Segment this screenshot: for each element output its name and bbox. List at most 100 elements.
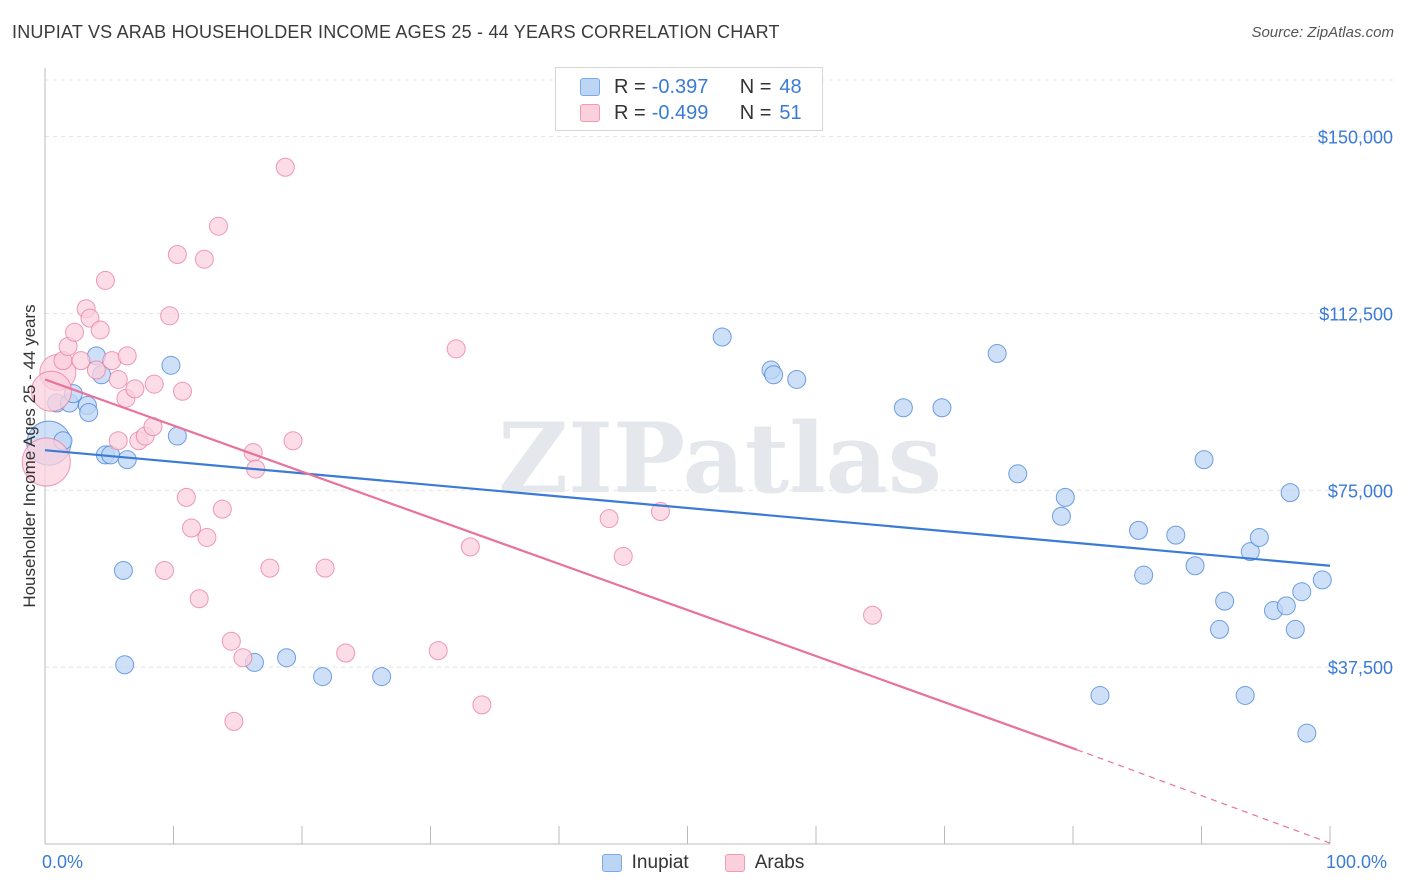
arabs-point bbox=[144, 374, 164, 394]
arabs-point bbox=[189, 589, 209, 609]
arabs-point bbox=[233, 648, 253, 668]
inupiat-point bbox=[372, 667, 392, 687]
arabs-point bbox=[212, 499, 232, 519]
n-value: 51 bbox=[779, 101, 802, 124]
inupiat-point bbox=[1276, 596, 1296, 616]
n-label: N = bbox=[739, 75, 772, 98]
arabs-point bbox=[315, 558, 335, 578]
arabs-point bbox=[172, 381, 192, 401]
arabs-trend-extension bbox=[1076, 749, 1331, 844]
arabs-point bbox=[176, 487, 196, 507]
y-axis-title: Householder Income Ages 25 - 44 years bbox=[20, 304, 39, 608]
trend-lines bbox=[44, 378, 1331, 844]
inupiat-point bbox=[1215, 591, 1235, 611]
inupiat-point bbox=[1055, 487, 1075, 507]
inupiat-point bbox=[893, 398, 913, 418]
source-label: Source: ZipAtlas.com bbox=[1251, 24, 1394, 41]
arabs-point bbox=[446, 339, 466, 359]
inupiat-point bbox=[1209, 619, 1229, 639]
inupiat-point bbox=[1292, 582, 1312, 602]
arabs-point bbox=[221, 631, 241, 651]
arabs-point bbox=[197, 527, 217, 547]
arabs-point bbox=[167, 244, 187, 264]
watermark: ZIPatlas bbox=[498, 402, 942, 515]
r-value: -0.499 bbox=[651, 101, 709, 124]
axes bbox=[44, 68, 1331, 845]
correlation-legend: R = -0.397 N = 48 R = -0.499 N = 51 bbox=[555, 67, 823, 131]
inupiat-point bbox=[787, 369, 807, 389]
grid-lines bbox=[45, 79, 1395, 668]
arabs-point bbox=[95, 270, 115, 290]
x-min-label: 0.0% bbox=[42, 852, 84, 872]
inupiat-point bbox=[313, 667, 333, 687]
y-tick-labels: $37,500 $75,000 $112,500 $150,000 bbox=[1318, 128, 1393, 679]
y-tick-label: $75,000 bbox=[1328, 481, 1393, 501]
inupiat-point bbox=[1008, 464, 1028, 484]
legend-item-inupiat: Inupiat bbox=[601, 852, 689, 874]
arabs-point bbox=[108, 369, 128, 389]
arabs-point bbox=[155, 560, 175, 580]
inupiat-point bbox=[161, 355, 181, 375]
inupiat-point bbox=[1051, 506, 1071, 526]
r-value: -0.397 bbox=[651, 75, 709, 98]
inupiat-point bbox=[1249, 527, 1269, 547]
inupiat-point bbox=[1090, 685, 1110, 705]
chart-title: INUPIAT VS ARAB HOUSEHOLDER INCOME AGES … bbox=[12, 22, 780, 42]
arabs-point bbox=[125, 379, 145, 399]
y-tick-label: $112,500 bbox=[1319, 304, 1393, 324]
arabs-trend-line bbox=[44, 378, 1078, 751]
arabs-point bbox=[336, 643, 356, 663]
arabs-point bbox=[208, 216, 228, 236]
inupiat-point bbox=[1285, 619, 1305, 639]
inupiat-point bbox=[1129, 520, 1149, 540]
inupiat-point bbox=[1235, 685, 1255, 705]
arabs-point bbox=[224, 711, 244, 731]
arabs-point bbox=[428, 641, 448, 661]
inupiat-point bbox=[764, 365, 784, 385]
arabs-point bbox=[86, 360, 106, 380]
data-points bbox=[21, 157, 1332, 743]
series-legend: Inupiat Arabs bbox=[0, 852, 1406, 874]
arabs-point bbox=[599, 509, 619, 529]
arabs-point bbox=[283, 431, 303, 451]
inupiat-point bbox=[1280, 483, 1300, 503]
inupiat-point bbox=[1134, 565, 1154, 585]
inupiat-point bbox=[1185, 556, 1205, 576]
arabs-point bbox=[472, 695, 492, 715]
arabs-point bbox=[613, 546, 633, 566]
legend-row-inupiat: R = -0.397 N = 48 bbox=[580, 75, 802, 99]
inupiat-point bbox=[1240, 542, 1260, 562]
arabs-point bbox=[194, 249, 214, 269]
y-tick-label: $150,000 bbox=[1318, 128, 1393, 148]
arabs-point bbox=[863, 605, 883, 625]
arabs-swatch bbox=[580, 104, 600, 122]
inupiat-point bbox=[113, 560, 133, 580]
inupiat-trend-line bbox=[44, 449, 1331, 567]
x-max-label: 100.0% bbox=[1326, 852, 1388, 872]
arabs-point bbox=[260, 558, 280, 578]
inupiat-point bbox=[712, 327, 732, 347]
arabs-point bbox=[275, 157, 295, 177]
arabs-point bbox=[21, 437, 71, 487]
inupiat-point bbox=[1166, 525, 1186, 545]
inupiat-point bbox=[117, 450, 137, 470]
legend-row-arabs: R = -0.499 N = 51 bbox=[580, 101, 802, 125]
arabs-point bbox=[90, 320, 110, 340]
n-label: N = bbox=[739, 101, 772, 124]
arabs-point bbox=[117, 346, 137, 366]
arabs-legend-swatch bbox=[724, 854, 745, 872]
arabs-legend-label: Arabs bbox=[754, 852, 805, 873]
inupiat-legend-label: Inupiat bbox=[631, 852, 689, 873]
r-label: R = bbox=[614, 101, 646, 124]
arabs-point bbox=[71, 351, 91, 371]
inupiat-point bbox=[987, 344, 1007, 364]
inupiat-legend-swatch bbox=[601, 854, 622, 872]
y-tick-label: $37,500 bbox=[1328, 658, 1393, 678]
inupiat-point bbox=[277, 648, 297, 668]
inupiat-point bbox=[932, 398, 952, 418]
inupiat-point bbox=[79, 402, 99, 422]
arabs-point bbox=[181, 518, 201, 538]
arabs-point bbox=[108, 431, 128, 451]
r-label: R = bbox=[614, 75, 646, 98]
